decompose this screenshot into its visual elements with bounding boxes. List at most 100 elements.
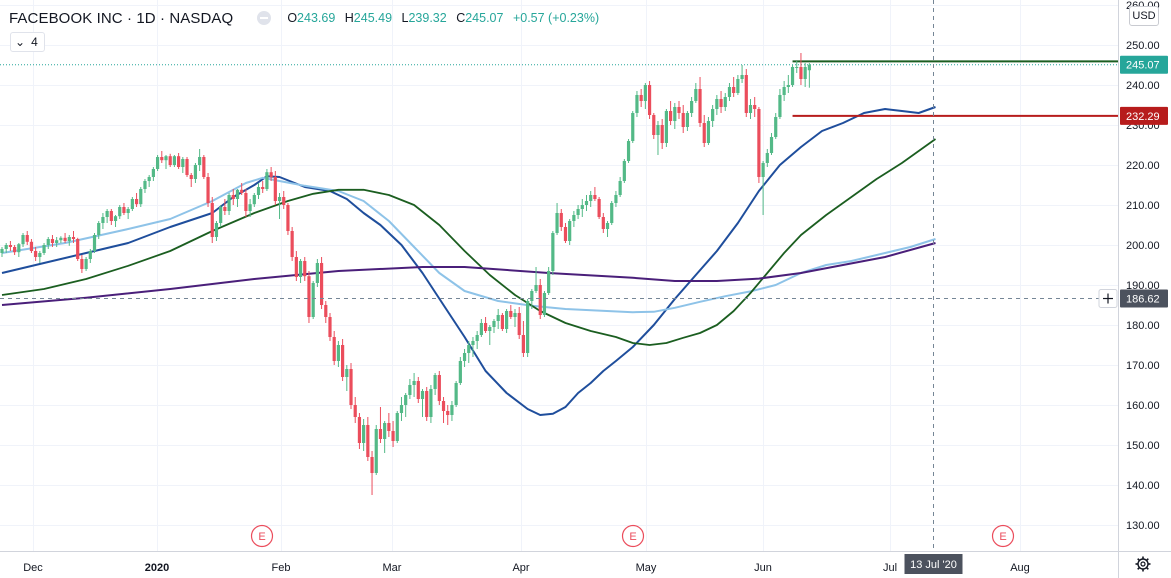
symbol-title[interactable]: FACEBOOK INC · 1D · NASDAQ	[9, 9, 234, 27]
candle	[126, 207, 130, 219]
candle-body	[753, 105, 757, 109]
candle-body	[530, 291, 534, 301]
candle-body	[378, 429, 383, 439]
candle-body	[311, 283, 315, 317]
candle-body	[328, 317, 332, 337]
candle	[252, 193, 256, 207]
candle-body	[643, 85, 647, 101]
candle-body	[462, 353, 467, 361]
ma-line-ema-50	[1, 176, 936, 314]
eye-icon[interactable]	[257, 11, 272, 25]
grid-lines	[0, 0, 1118, 551]
earnings-marker[interactable]: E	[991, 524, 1015, 548]
candle-body	[17, 244, 21, 253]
candle-body	[652, 115, 656, 135]
candle	[782, 81, 786, 101]
candle	[261, 181, 265, 193]
candle	[357, 413, 362, 449]
candle	[193, 163, 198, 183]
candle	[774, 113, 778, 139]
candle-body	[534, 285, 538, 291]
candle	[273, 171, 277, 205]
horizontal-levels	[0, 60, 1118, 117]
plus-icon[interactable]	[1098, 289, 1118, 309]
candle	[664, 109, 668, 147]
earnings-marker[interactable]: E	[621, 524, 645, 548]
currency-button[interactable]: USD	[1129, 6, 1159, 26]
candle	[761, 161, 765, 215]
candle-body	[345, 369, 349, 377]
candle-body	[50, 239, 55, 243]
candle-body	[223, 207, 227, 211]
candle	[475, 331, 479, 349]
candle-body	[769, 137, 774, 153]
candle-body	[4, 245, 8, 249]
candle-body	[160, 157, 164, 161]
candle-body	[483, 323, 488, 331]
candle-body	[757, 109, 761, 177]
candle-body	[626, 141, 631, 161]
candle-body	[425, 391, 429, 417]
candle	[580, 199, 584, 217]
gear-icon[interactable]	[1135, 556, 1151, 572]
candle-body	[8, 245, 13, 247]
close-label: C	[456, 11, 466, 25]
candle	[748, 99, 753, 119]
candle	[597, 197, 601, 219]
candle	[286, 203, 290, 235]
candle	[425, 387, 429, 421]
y-tick-label: 130.00	[1126, 520, 1160, 532]
candle-body	[496, 315, 500, 321]
candle-body	[740, 75, 744, 79]
candle	[240, 183, 244, 195]
candle	[17, 243, 21, 257]
candle-body	[799, 67, 803, 79]
candle	[526, 299, 530, 357]
candle	[88, 249, 92, 263]
price-axis[interactable]: 130.00 140.00 150.00 160.00 170.00 180.00 190.…	[1126, 0, 1160, 532]
candle-body	[76, 239, 80, 259]
candle-body	[677, 107, 681, 113]
candle	[690, 97, 694, 117]
price-tags: 245.07 232.29 186.62	[1120, 55, 1168, 308]
candle-body	[547, 271, 551, 293]
candle-body	[580, 205, 584, 209]
y-tick-label: 160.00	[1126, 400, 1160, 412]
candle	[622, 159, 626, 183]
candle	[387, 413, 391, 437]
candle-body	[668, 111, 673, 121]
candle-body	[147, 177, 151, 181]
candle-body	[454, 383, 458, 405]
candle	[92, 233, 97, 253]
earnings-marker[interactable]: E	[250, 524, 274, 548]
candle-body	[357, 417, 362, 443]
candle	[803, 63, 807, 87]
candle	[76, 237, 80, 261]
candle	[118, 205, 122, 219]
crosshair-date-tag: 13 Jul '20	[904, 554, 963, 574]
y-tick-label: 170.00	[1126, 360, 1160, 372]
candle-body	[509, 311, 513, 317]
candle	[795, 61, 799, 73]
crosshair-date-label: 13 Jul '20	[910, 559, 957, 571]
candle	[223, 199, 227, 215]
candle	[25, 231, 29, 245]
candle	[450, 401, 454, 421]
candle	[46, 237, 50, 249]
candle-body	[63, 237, 67, 241]
candle-body	[593, 195, 597, 199]
candle	[601, 213, 605, 233]
candle	[727, 83, 732, 101]
candle	[378, 407, 383, 443]
candle-body	[706, 121, 711, 143]
candle-body	[206, 177, 210, 203]
candle	[311, 281, 315, 319]
candle	[694, 83, 698, 103]
candle	[219, 205, 223, 227]
indicators-toggle[interactable]: ⌄ 4	[10, 32, 45, 52]
candle	[130, 197, 134, 211]
x-tick-label: May	[636, 562, 657, 574]
candle-body	[786, 85, 790, 87]
time-axis[interactable]: Dec 2020 Feb Mar Apr May Jun Jul Aug	[23, 562, 1030, 574]
